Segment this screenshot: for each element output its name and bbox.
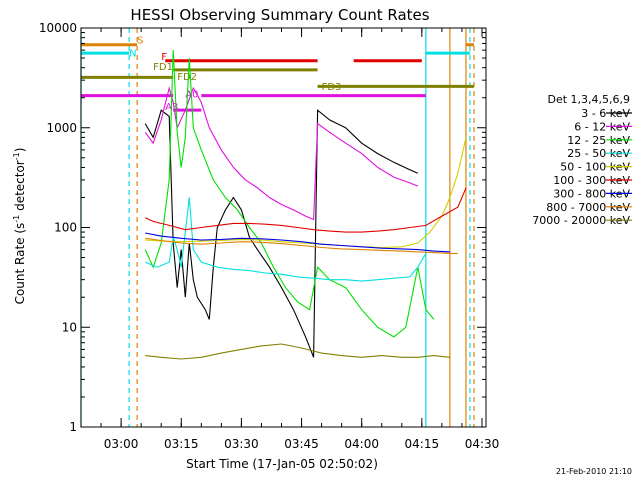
legend-entry-label: 6 - 12 keV [574, 120, 630, 133]
x-tick-label: 03:00 [104, 437, 139, 451]
series-line-4 [144, 197, 427, 282]
series-line-2 [144, 85, 419, 221]
y-axis-label-end: ) [13, 148, 27, 153]
y-tick-label: 1 [69, 420, 77, 434]
legend-entry-label: 25 - 50 keV [567, 147, 630, 160]
y-tick-label: 100 [54, 221, 77, 235]
series-line-1 [144, 109, 419, 358]
x-axis-label: Start Time (17-Jan-05 02:50:02) [186, 457, 378, 471]
x-tick-label: 04:15 [405, 437, 440, 451]
x-tick-label: 03:45 [284, 437, 319, 451]
legend-entry-label: 7000 - 20000 keV [532, 214, 630, 227]
y-axis: 1 10 100 1000 10000 [39, 21, 486, 434]
x-tick-label: 04:30 [465, 437, 500, 451]
y-tick-label: 10000 [39, 21, 77, 35]
series-line-7 [145, 232, 450, 253]
x-tick-label: 03:30 [224, 437, 259, 451]
x-axis: 03:00 03:15 03:30 03:45 04:00 04:15 04:30 [80, 28, 500, 451]
y-axis-label-main: Count Rate (s [13, 223, 27, 305]
flag-label: FD3 [322, 82, 342, 93]
legend-entry-label: 3 - 6 keV [581, 107, 630, 120]
legend-header: Det 1,3,4,5,6,9 [547, 93, 630, 106]
y-tick-label: 10 [62, 320, 77, 334]
y-axis-label: Count Rate (s-1 detector-1) [12, 148, 27, 305]
y-axis-label-mid: detector [13, 160, 27, 215]
y-tick-label: 1000 [46, 121, 77, 135]
flag-label: N [129, 48, 136, 59]
y-axis-label-sup2: -1 [12, 152, 21, 160]
series-line-6 [144, 187, 467, 233]
legend-entry-label: 800 - 7000 keV [546, 201, 630, 214]
y-axis-label-sup: -1 [12, 215, 21, 223]
series-line-8 [145, 237, 458, 254]
chart-title: HESSI Observing Summary Count Rates [130, 6, 429, 24]
footer-timestamp: 21-Feb-2010 21:10 [556, 467, 632, 476]
legend-entry-label: 12 - 25 keV [567, 134, 630, 147]
x-tick-label: 03:15 [164, 437, 199, 451]
series-line-9 [145, 343, 450, 360]
legend-entry-label: 300 - 800 keV [553, 187, 630, 200]
flag-label: FD2 [177, 72, 197, 83]
series-line-3 [144, 50, 435, 338]
flag-label: F [161, 52, 167, 63]
x-tick-label: 04:00 [344, 437, 379, 451]
legend-entry-label: 100 - 300 keV [553, 174, 630, 187]
flag-label: S [137, 35, 143, 46]
legend-entry-label: 50 - 100 keV [560, 161, 630, 174]
flag-label: FD1 [153, 62, 173, 73]
